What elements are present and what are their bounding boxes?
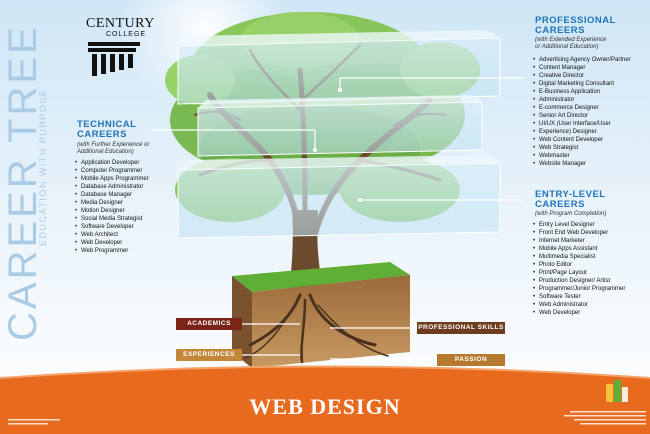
fine-print-right (564, 411, 646, 425)
professional-career-item: Advertising Agency Owner/Partner (533, 56, 631, 64)
entry-career-item: Software Tester (533, 293, 625, 301)
technical-career-item: Web Programmer (75, 247, 149, 255)
professional-career-item: Web Content Developer (533, 136, 631, 144)
corner-logo-icon (606, 380, 628, 402)
professional-career-item: UI/UX (User Interface/User (533, 120, 631, 128)
professional-careers-list: Advertising Agency Owner/PartnerContent … (533, 56, 631, 168)
building-icon (88, 42, 140, 76)
fine-print-left (8, 419, 60, 425)
technical-career-item: Social Media Strategist (75, 215, 149, 223)
professional-title-line2: CAREERS (535, 25, 585, 36)
program-title: WEB DESIGN (249, 394, 401, 419)
professional-career-item: Digital Marketing Consultant (533, 80, 631, 88)
entry-career-item: Photo Editor (533, 261, 625, 269)
professional-career-item: Website Manager (533, 160, 631, 168)
technical-careers-list: Application DeveloperComputer Programmer… (75, 159, 149, 255)
professional-career-item: Senior Art Director (533, 112, 631, 120)
vertical-title: CAREER TREE EDUCATION WITH PURPOSE (1, 16, 48, 341)
technical-career-item: Media Designer (75, 199, 149, 207)
entry-career-item: Programmer/Junior Programmer (533, 285, 625, 293)
experiences-tag: EXPERIENCES (176, 349, 242, 361)
professional-skills-tag: PROFESSIONAL SKILLS (417, 322, 505, 334)
entry-title-line2: CAREERS (535, 199, 585, 210)
entry-careers-list: Entry Level DesignerFront End Web Develo… (533, 221, 625, 317)
entry-career-item: Mobile Apps Assistant (533, 245, 625, 253)
tagline: EDUCATION WITH PURPOSE (38, 88, 48, 246)
roots (244, 293, 389, 364)
professional-career-item: Webmaster (533, 152, 631, 160)
entry-careers-title: ENTRY-LEVEL CAREERS (535, 190, 606, 210)
technical-title-line2: CAREERS (77, 129, 127, 140)
technical-career-item: Web Architect (75, 231, 149, 239)
technical-career-item: Software Developer (75, 223, 149, 231)
entry-career-item: Front End Web Developer (533, 229, 625, 237)
entry-career-item: Entry Level Designer (533, 221, 625, 229)
professional-sub-line2: or Additional Education) (535, 44, 599, 50)
bottom-orange-band (0, 366, 650, 434)
professional-career-item: Web Strategist (533, 144, 631, 152)
technical-career-item: Application Developer (75, 159, 149, 167)
callout-dot-entry (358, 198, 362, 202)
entry-career-item: Print/Page Layout (533, 269, 625, 277)
professional-career-item: Creative Director (533, 72, 631, 80)
technical-title-line1: TECHNICAL (77, 119, 137, 130)
logo-sub: COLLEGE (106, 31, 147, 38)
entry-careers-subtitle: (with Program Completion) (535, 211, 606, 218)
professional-career-item: E-commerce Designer (533, 104, 631, 112)
callout-dot-technical (313, 148, 317, 152)
technical-career-item: Database Administrator (75, 183, 149, 191)
technical-career-item: Database Manager (75, 191, 149, 199)
century-college-logo: CENTURY COLLEGE (86, 16, 155, 83)
entry-career-item: Production Designer/ Artist (533, 277, 625, 285)
technical-career-item: Web Developer (75, 239, 149, 247)
logo-name: CENTURY (86, 16, 155, 31)
technical-career-item: Computer Programmer (75, 167, 149, 175)
callout-dot-professional (338, 88, 342, 92)
entry-career-item: Web Administrator (533, 301, 625, 309)
entry-sub-line1: (with Program Completion) (535, 211, 607, 217)
tier-top (177, 30, 501, 105)
entry-career-item: Multimedia Specialist (533, 253, 625, 261)
technical-sub-line2: Additional Education) (77, 149, 134, 155)
professional-careers-title: PROFESSIONAL CAREERS (535, 16, 616, 36)
professional-title-line1: PROFESSIONAL (535, 15, 616, 26)
professional-career-item: E-Business Application (533, 88, 631, 96)
entry-career-item: Internet Marketer (533, 237, 625, 245)
professional-career-item: Content Manager (533, 64, 631, 72)
entry-career-item: Web Developer (533, 309, 625, 317)
professional-careers-subtitle: (with Extended Experience or Additional … (535, 37, 606, 51)
professional-career-item: Administrator (533, 96, 631, 104)
technical-careers-subtitle: (with Further Experience or Additional E… (77, 142, 149, 156)
entry-title-line1: ENTRY-LEVEL (535, 189, 606, 200)
professional-career-item: Experience) Designer (533, 128, 631, 136)
passion-tag: PASSION (437, 354, 505, 366)
academics-tag: ACADEMICS (176, 318, 242, 330)
technical-career-item: Mobile Apps Programmer (75, 175, 149, 183)
technical-career-item: Motion Designer (75, 207, 149, 215)
professional-sub-line1: (with Extended Experience (535, 37, 607, 43)
technical-sub-line1: (with Further Experience or (77, 142, 150, 148)
technical-careers-title: TECHNICAL CAREERS (77, 120, 136, 140)
tier-bottom (177, 155, 501, 239)
callout-lines (150, 77, 525, 360)
tier-middle (197, 95, 483, 157)
